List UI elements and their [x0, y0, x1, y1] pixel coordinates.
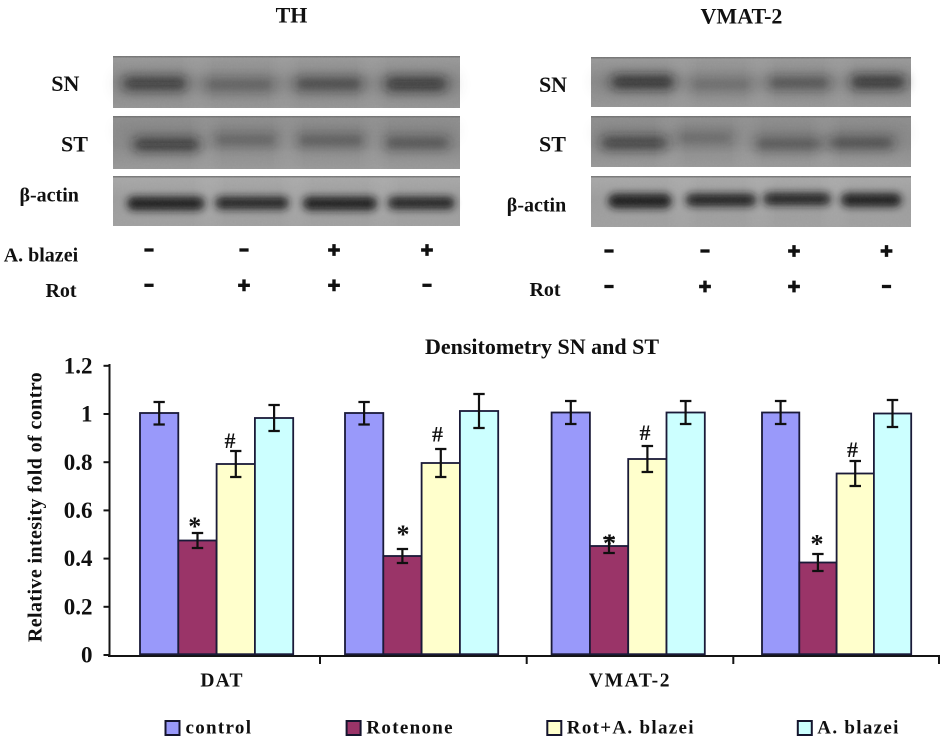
svg-text:Rot: Rot — [45, 280, 76, 302]
svg-text:VMAT-2: VMAT-2 — [589, 671, 671, 692]
svg-text:*: * — [188, 512, 201, 541]
svg-text:0.8: 0.8 — [64, 450, 93, 475]
svg-text:β-actin: β-actin — [507, 195, 566, 217]
svg-text:1.2: 1.2 — [64, 353, 93, 378]
svg-text:TH: TH — [276, 2, 308, 27]
svg-text:Rot: Rot — [529, 279, 560, 301]
svg-text:ST: ST — [539, 132, 566, 157]
svg-text:A. blazei: A. blazei — [817, 718, 899, 739]
svg-text:DAT: DAT — [200, 671, 243, 692]
svg-text:β-actin: β-actin — [19, 185, 78, 207]
svg-text:Relative intesity fold of cont: Relative intesity fold of contro — [25, 372, 47, 642]
svg-text:SN: SN — [539, 72, 567, 97]
svg-text:#: # — [640, 420, 651, 445]
svg-text:0.2: 0.2 — [64, 594, 93, 619]
svg-text:A. blazei: A. blazei — [4, 245, 79, 267]
svg-text:Rot+A. blazei: Rot+A. blazei — [567, 718, 695, 739]
svg-text:0.6: 0.6 — [64, 498, 93, 523]
svg-text:#: # — [432, 422, 443, 447]
svg-text:Densitometry SN and ST: Densitometry SN and ST — [425, 334, 659, 359]
svg-text:ST: ST — [61, 132, 88, 157]
svg-text:*: * — [397, 520, 410, 549]
svg-text:Rotenone: Rotenone — [366, 718, 453, 739]
svg-text:SN: SN — [51, 71, 79, 96]
svg-text:#: # — [225, 428, 236, 453]
svg-text:1: 1 — [81, 402, 93, 427]
svg-text:#: # — [847, 437, 858, 462]
svg-text:*: * — [811, 530, 824, 559]
svg-text:0: 0 — [81, 643, 93, 668]
svg-text:0.4: 0.4 — [64, 546, 93, 571]
svg-text:VMAT-2: VMAT-2 — [701, 4, 783, 29]
svg-text:*: * — [603, 529, 616, 558]
svg-text:control: control — [186, 718, 253, 739]
